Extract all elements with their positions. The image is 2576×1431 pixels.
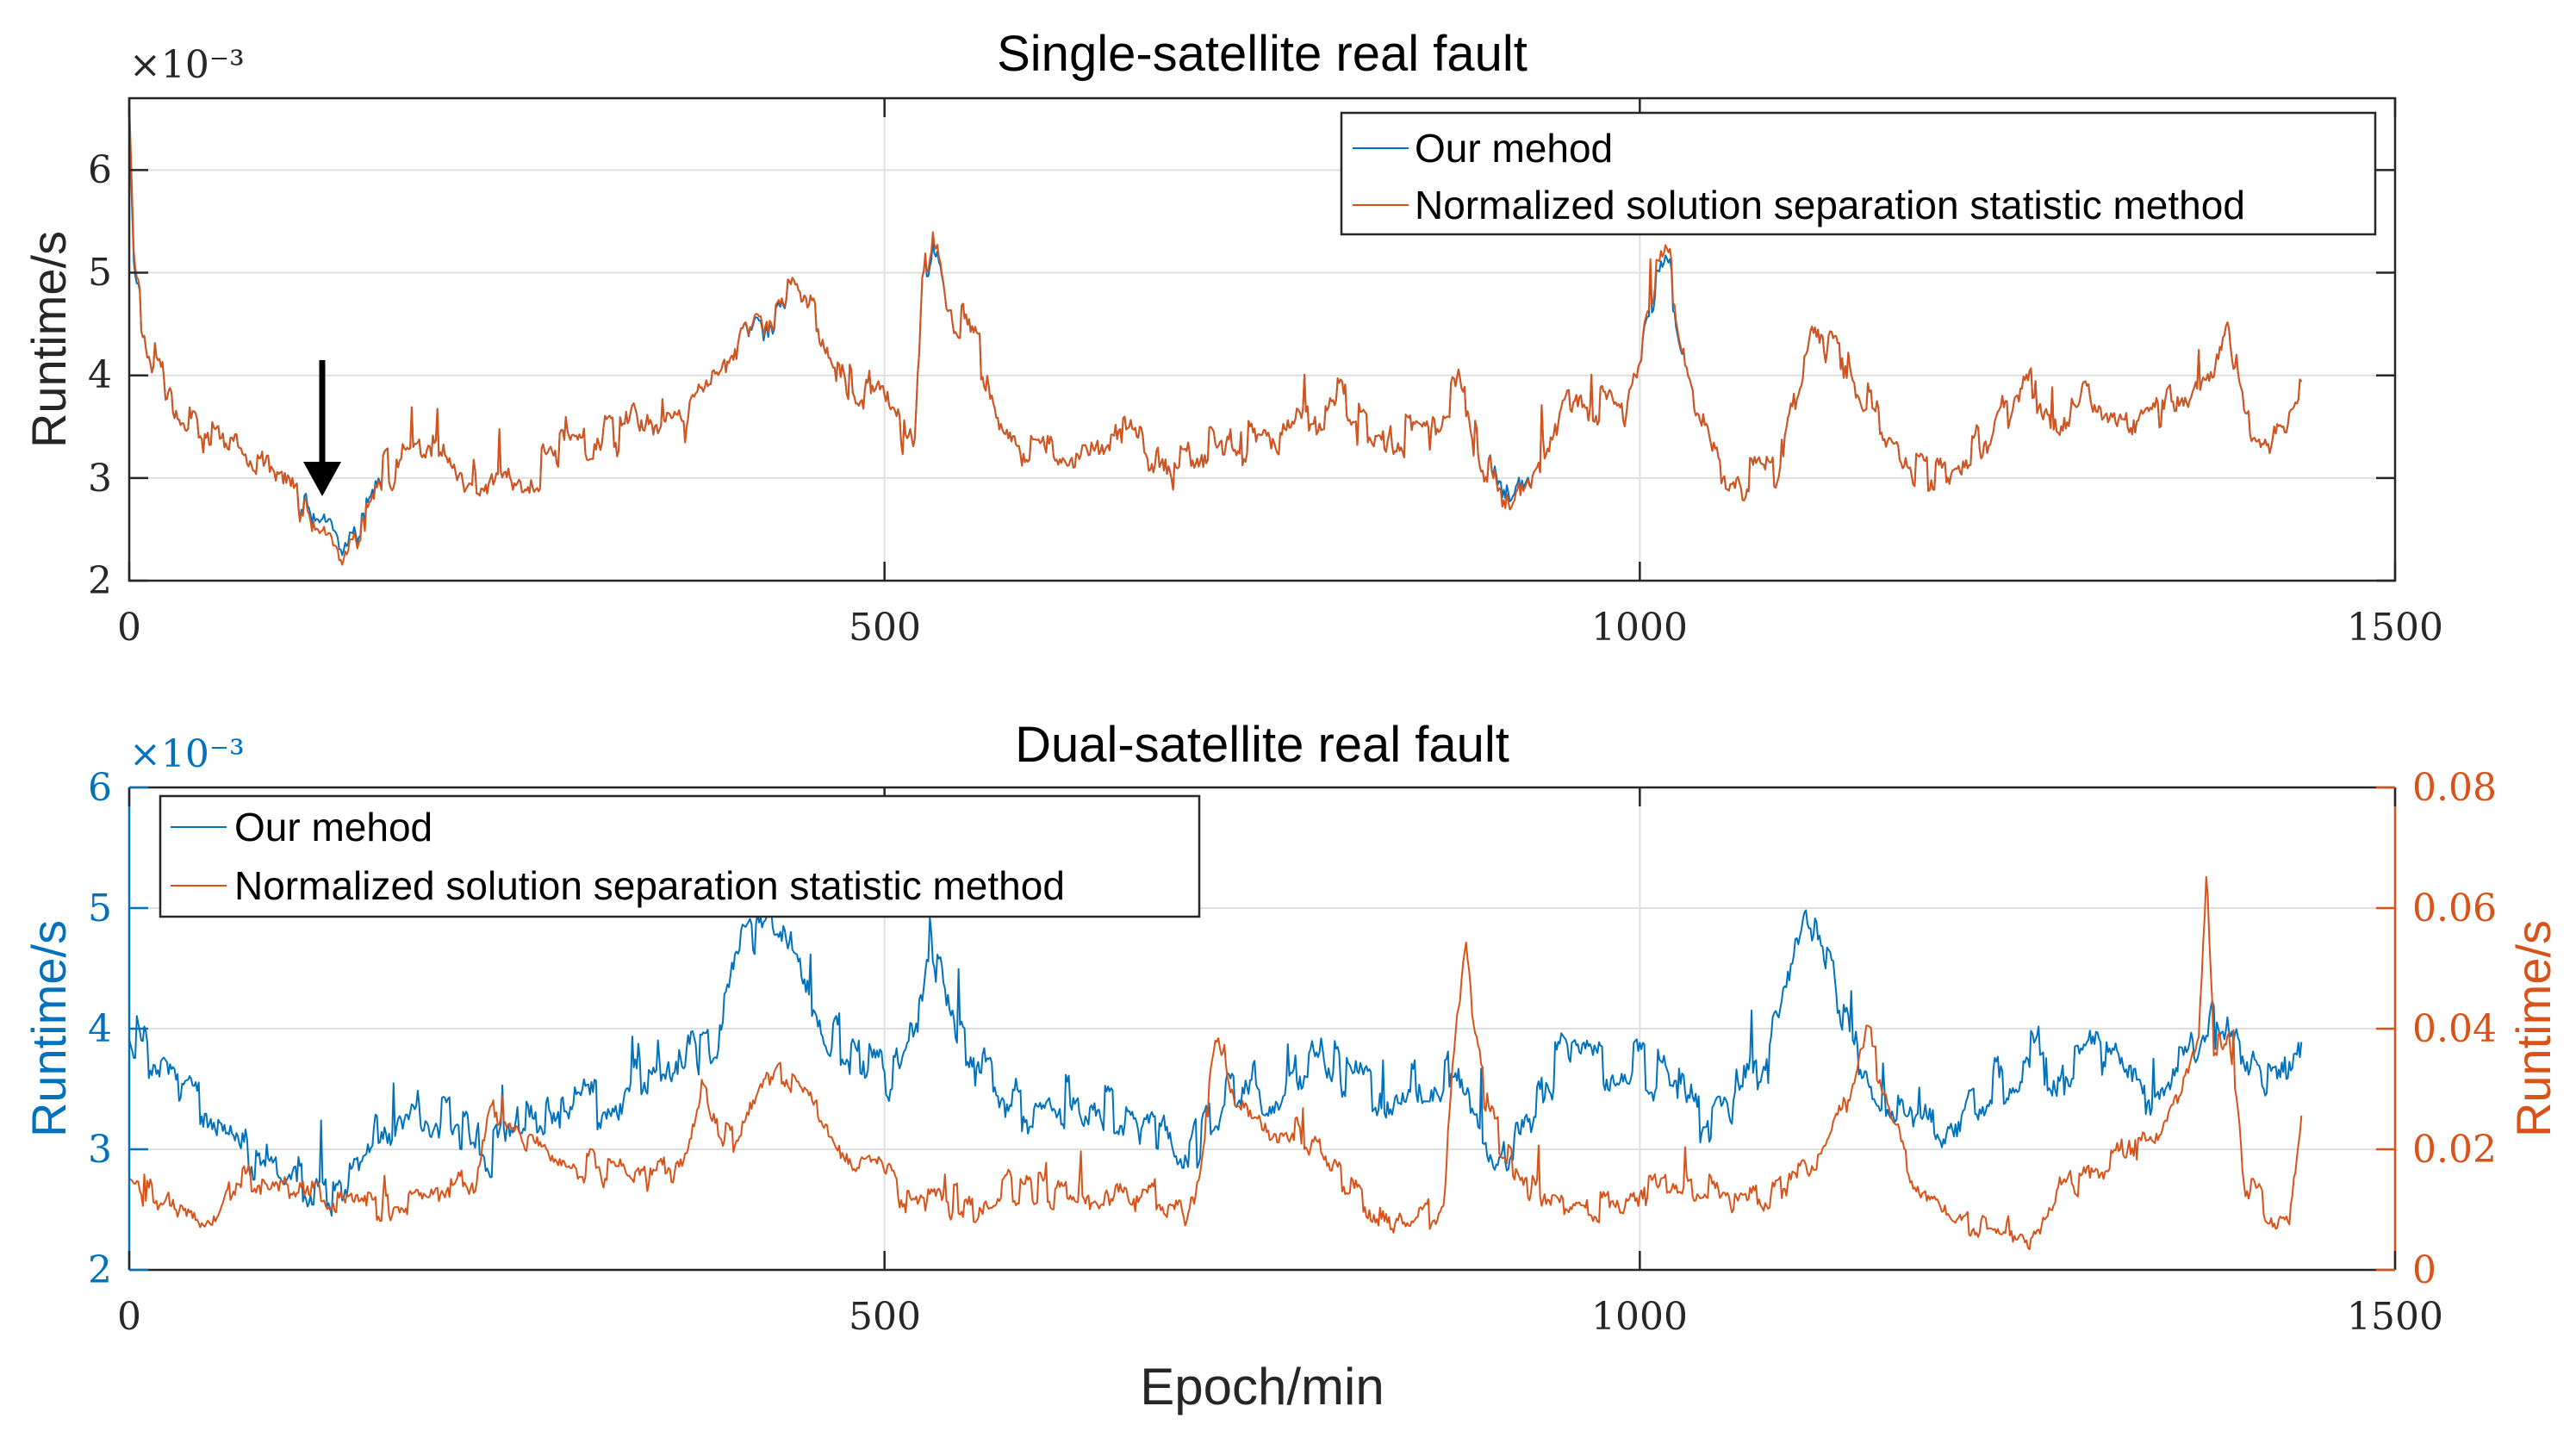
top-legend-box	[1340, 111, 2377, 236]
bottom-series-lines	[128, 875, 2303, 1251]
x-axis-label: Epoch/min	[1140, 1358, 1384, 1415]
top-tick-marks	[128, 98, 2397, 582]
top-ytick-label: 3	[88, 457, 112, 501]
top-legend: Our mehod Normalized solution separation…	[1340, 111, 2377, 236]
bottom-chart-title: Dual-satellite real fault	[1015, 717, 1509, 773]
bottom-right-y-axis-label: Runtime/s	[2506, 920, 2560, 1137]
bottom-legend: Our mehod Normalized solution separation…	[159, 794, 1201, 918]
top-legend-label-ours: Our mehod	[1415, 126, 1613, 171]
bottom-right-ytick-label: 0.04	[2412, 1007, 2497, 1051]
top-chart-title: Single-satellite real fault	[997, 26, 1528, 82]
arrow-head	[303, 462, 341, 496]
bottom-left-ytick-label: 2	[88, 1248, 112, 1292]
bottom-legend-label-nss: Normalized solution separation statistic…	[234, 863, 1065, 908]
bottom-right-ytick-label: 0.02	[2412, 1128, 2497, 1172]
top-exponent-label: ×10⁻³	[129, 43, 245, 87]
top-ytick-label: 5	[88, 251, 112, 295]
top-ytick-label: 2	[88, 559, 112, 603]
top-xtick-label: 0	[117, 606, 141, 650]
bottom-legend-box	[159, 794, 1201, 918]
fault-arrow-annotation	[303, 360, 341, 496]
bottom-right-ytick-label: 0.08	[2412, 766, 2497, 810]
bottom-left-ytick-label: 3	[88, 1128, 112, 1172]
bottom-left-y-axis-label: Runtime/s	[22, 920, 76, 1137]
bottom-exponent-label: ×10⁻³	[129, 732, 245, 776]
top-xtick-label: 1500	[2347, 606, 2443, 650]
bottom-xtick-label: 0	[117, 1295, 141, 1339]
bottom-left-ytick-label: 4	[88, 1007, 112, 1051]
top-axes-box	[128, 96, 2397, 582]
bottom-left-ytick-label: 6	[88, 766, 112, 810]
bottom-series-line-nss	[128, 875, 2303, 1251]
top-panel: 2 3 4 5 6 0 500 1000 1500 ×10⁻³ Single-s…	[22, 26, 2443, 650]
top-legend-label-nss: Normalized solution separation statistic…	[1415, 183, 2245, 227]
top-xtick-label: 500	[849, 606, 921, 650]
top-series-lines	[128, 99, 2303, 566]
bottom-series-line-ours	[128, 909, 2303, 1217]
bottom-right-ytick-label: 0	[2412, 1248, 2436, 1292]
top-xtick-label: 1000	[1591, 606, 1688, 650]
top-y-axis-label: Runtime/s	[22, 231, 76, 448]
bottom-xtick-label: 1500	[2347, 1295, 2443, 1339]
bottom-left-ytick-label: 5	[88, 887, 112, 930]
top-ytick-label: 6	[88, 148, 112, 192]
top-series-line-nss	[128, 99, 2303, 566]
bottom-right-ytick-label: 0.06	[2412, 887, 2497, 930]
bottom-panel: 2 3 4 5 6 0 0.02 0.04 0.06 0.08 0 500 10…	[22, 717, 2560, 1415]
bottom-xtick-label: 1000	[1591, 1295, 1688, 1339]
bottom-legend-label-ours: Our mehod	[234, 805, 432, 849]
top-ytick-label: 4	[88, 353, 112, 397]
bottom-xtick-label: 500	[849, 1295, 921, 1339]
